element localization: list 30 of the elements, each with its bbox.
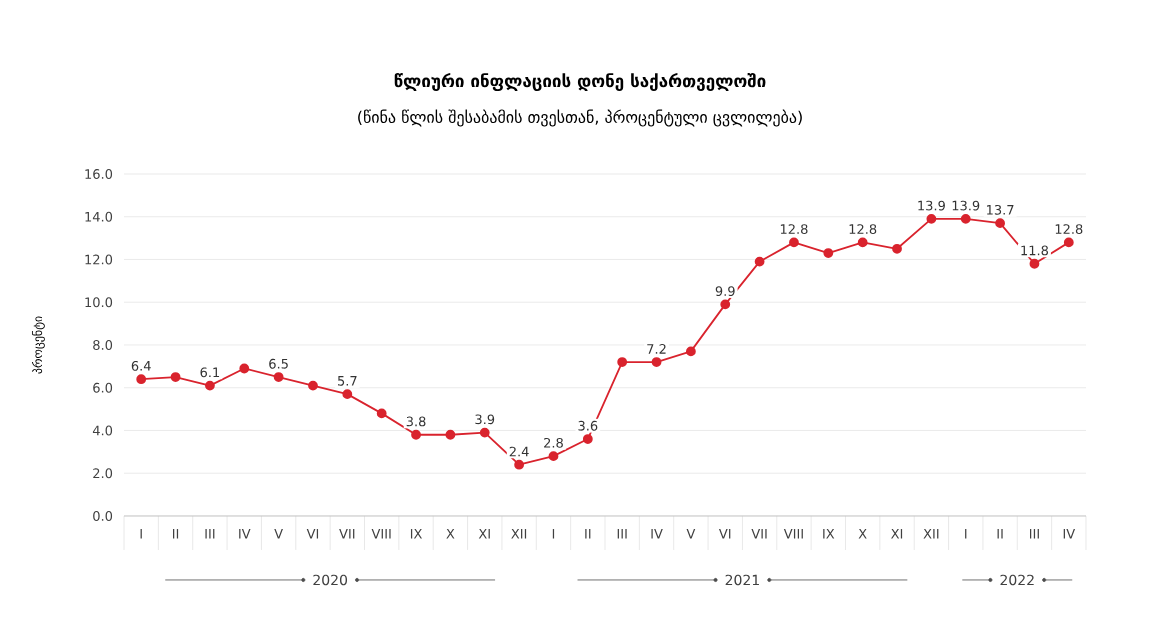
point [1029,258,1040,269]
point [342,389,353,400]
point [651,357,662,367]
point [1063,237,1074,248]
point [926,213,937,224]
point [548,451,559,462]
point [273,372,284,382]
point [720,299,731,310]
point [685,346,696,357]
point [754,256,765,267]
point [823,248,834,258]
chart-title: წლიური ინფლაციის დონე საქართველოში [394,72,766,92]
point [136,374,147,385]
point [170,372,181,382]
point [892,243,902,254]
point [960,213,971,224]
point [479,427,490,438]
point [445,429,456,440]
point [376,408,387,419]
point [514,459,525,470]
point [617,357,628,367]
point [789,237,799,248]
point [308,380,318,391]
point [239,363,250,374]
point [857,237,868,248]
point [995,218,1005,229]
point [205,380,215,391]
chart-subtitle: (წინა წლის შესაბამის თვესთან, პროცენტული ცვლილება) [358,109,802,127]
point [411,429,421,440]
point [582,434,593,444]
